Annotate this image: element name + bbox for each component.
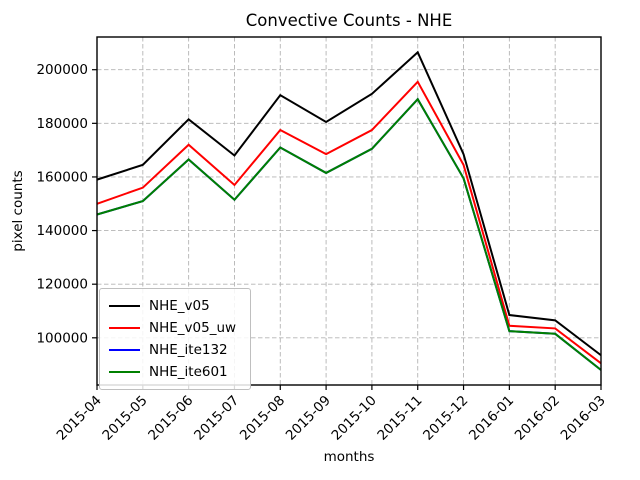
legend-item-NHE_ite601: NHE_ite601 xyxy=(109,361,242,383)
y-tick-label: 160000 xyxy=(36,169,88,185)
legend-item-NHE_v05_uw: NHE_v05_uw xyxy=(109,317,242,339)
chart-title: Convective Counts - NHE xyxy=(245,11,453,30)
legend-item-NHE_ite132: NHE_ite132 xyxy=(109,339,242,361)
y-axis-label: pixel counts xyxy=(10,170,26,252)
x-tick-label: 2015-10 xyxy=(329,393,380,444)
x-tick-label: 2015-06 xyxy=(145,393,196,444)
y-tick-label: 180000 xyxy=(36,116,88,132)
x-tick-label: 2015-09 xyxy=(283,393,334,444)
y-tick-label: 140000 xyxy=(36,223,88,239)
plot-border xyxy=(96,36,602,386)
legend-label: NHE_v05 xyxy=(149,298,210,314)
x-tick-label: 2015-05 xyxy=(99,393,150,444)
x-tick-label: 2015-12 xyxy=(420,393,471,444)
x-tick-label: 2015-04 xyxy=(54,393,105,444)
legend-label: NHE_ite132 xyxy=(149,342,228,358)
y-tick-label: 200000 xyxy=(36,62,88,78)
legend-label: NHE_v05_uw xyxy=(149,320,237,336)
series-line-NHE_v05_uw xyxy=(96,80,602,365)
x-tick-label: 2015-08 xyxy=(237,393,288,444)
legend-line-swatch xyxy=(109,327,140,329)
y-tick-label: 120000 xyxy=(36,277,88,293)
x-tick-label: 2015-07 xyxy=(191,393,242,444)
x-axis-label: months xyxy=(323,449,375,465)
legend: NHE_v05 NHE_v05_uw NHE_ite132 NHE_ite601 xyxy=(99,288,251,390)
x-tick-label: 2016-03 xyxy=(558,393,609,444)
x-tick-label: 2015-11 xyxy=(374,393,425,444)
legend-item-NHE_v05: NHE_v05 xyxy=(109,295,242,317)
legend-label: NHE_ite601 xyxy=(149,364,228,380)
x-tick-label: 2016-02 xyxy=(512,393,563,444)
series-line-NHE_ite601 xyxy=(96,97,602,371)
y-tick-label: 100000 xyxy=(36,330,88,346)
x-tick-label: 2016-01 xyxy=(466,393,517,444)
legend-line-swatch xyxy=(109,349,140,351)
series-line-NHE_v05 xyxy=(96,50,602,357)
legend-line-swatch xyxy=(109,305,140,307)
legend-line-swatch xyxy=(109,371,140,373)
